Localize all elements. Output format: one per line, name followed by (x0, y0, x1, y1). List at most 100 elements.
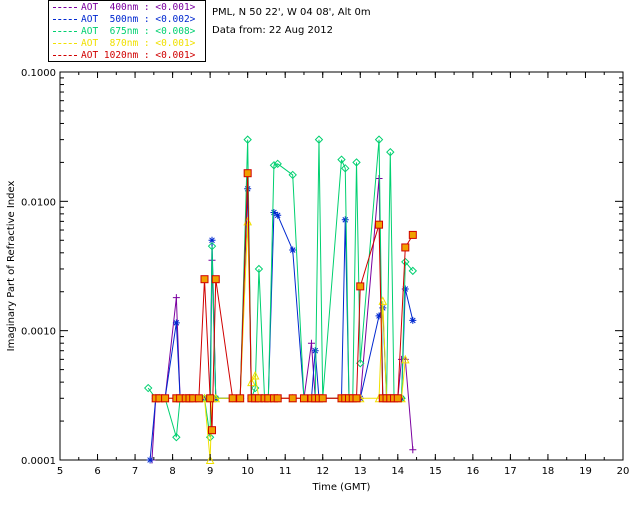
data-point-square (236, 394, 245, 403)
legend-label: AOT 675nm : <0.008> (81, 26, 196, 37)
data-point-square (228, 394, 237, 403)
data-point-asterisk (274, 211, 282, 219)
data-point-diamond (172, 433, 181, 442)
legend-item: AOT 870nm : <0.001> (53, 38, 195, 50)
data-point-asterisk (172, 319, 180, 327)
data-point-diamond (288, 170, 297, 180)
data-point-plus (307, 339, 315, 347)
x-tick-label: 7 (132, 466, 138, 477)
x-tick-label: 9 (207, 466, 213, 477)
data-point-asterisk (146, 456, 154, 464)
x-tick-label: 10 (241, 466, 254, 477)
series-aot-400nm (148, 171, 417, 464)
x-tick-label: 14 (391, 466, 404, 477)
data-point-asterisk (341, 216, 349, 224)
site-info: PML, N 50 22', W 04 08', Alt 0m (212, 7, 371, 18)
data-point-diamond (386, 147, 395, 157)
series-line (155, 173, 414, 431)
data-point-square (299, 394, 308, 403)
data-point-triangle (205, 455, 215, 464)
series-aot-1020nm (151, 169, 417, 435)
x-tick-label: 8 (169, 466, 175, 477)
legend-swatch (53, 7, 77, 8)
data-point-diamond (273, 159, 282, 169)
x-tick-label: 12 (316, 466, 329, 477)
data-point-square (206, 394, 215, 403)
y-tick-label: 0.0100 (21, 197, 56, 208)
data-point-asterisk (409, 316, 417, 324)
y-tick-label: 0.1000 (21, 68, 56, 79)
data-point-asterisk (375, 312, 383, 320)
data-point-asterisk (401, 285, 409, 293)
legend-label: AOT 500nm : <0.002> (81, 14, 196, 25)
date-info: Data from: 22 Aug 2012 (212, 25, 333, 36)
data-point-diamond (314, 135, 324, 144)
y-tick-label: 0.0010 (21, 327, 56, 338)
legend-item: AOT 1020nm : <0.001> (53, 50, 195, 62)
y-axis-label: Imaginary Part of Refractive Index (6, 181, 17, 352)
legend-swatch (53, 31, 77, 32)
data-point-diamond (254, 264, 264, 274)
data-point-asterisk (270, 208, 278, 216)
data-point-square (288, 394, 297, 403)
data-point-triangle (250, 370, 260, 380)
series-line (151, 174, 414, 461)
legend-swatch (53, 55, 77, 56)
series-line (155, 221, 406, 461)
data-point-plus (172, 294, 180, 302)
data-point-plus (409, 446, 417, 454)
data-point-asterisk (208, 236, 216, 244)
x-tick-label: 18 (542, 466, 555, 477)
data-point-square (211, 275, 220, 284)
data-point-square (375, 220, 384, 229)
x-tick-label: 16 (466, 466, 479, 477)
data-point-asterisk (311, 347, 319, 355)
data-point-square (273, 394, 282, 403)
data-point-square (243, 169, 252, 178)
x-axis-label: Time (GMT) (312, 482, 371, 493)
data-point-diamond (352, 158, 361, 167)
x-tick-label: 6 (94, 466, 100, 477)
legend-swatch (53, 43, 77, 44)
y-tick-label: 0.0001 (21, 456, 56, 467)
data-point-diamond (243, 135, 252, 144)
data-point-asterisk (289, 246, 297, 254)
data-point-square (194, 394, 203, 403)
x-tick-label: 19 (579, 466, 592, 477)
x-tick-label: 15 (429, 466, 442, 477)
legend-item: AOT 400nm : <0.001> (53, 2, 195, 14)
series-line (149, 188, 414, 461)
data-point-plus (375, 175, 383, 183)
legend-label: AOT 1020nm : <0.001> (81, 50, 196, 61)
data-point-diamond (269, 161, 279, 170)
data-point-square (408, 230, 417, 239)
data-point-diamond (408, 266, 418, 276)
data-point-square (393, 394, 402, 403)
x-tick-label: 17 (504, 466, 517, 477)
legend-label: AOT 870nm : <0.001> (81, 38, 196, 49)
data-point-diamond (401, 257, 410, 267)
data-point-diamond (207, 241, 217, 251)
x-tick-label: 5 (57, 466, 63, 477)
x-tick-label: 20 (617, 466, 630, 477)
data-point-diamond (374, 135, 384, 144)
data-point-diamond (337, 155, 346, 164)
data-point-square (401, 243, 410, 252)
data-point-square (200, 275, 209, 284)
data-point-square (356, 282, 365, 291)
series-line (147, 139, 414, 438)
data-point-square (208, 426, 217, 435)
x-tick-label: 11 (279, 466, 292, 477)
data-point-triangle (400, 354, 410, 364)
x-tick-label: 13 (354, 466, 367, 477)
legend-item: AOT 675nm : <0.008> (53, 26, 195, 38)
data-point-square (318, 394, 327, 403)
legend-swatch (53, 19, 77, 20)
legend: AOT 400nm : <0.001> AOT 500nm : <0.002> … (48, 0, 206, 62)
data-point-diamond (341, 164, 350, 173)
legend-label: AOT 400nm : <0.001> (81, 2, 196, 13)
data-point-diamond (143, 383, 153, 393)
legend-item: AOT 500nm : <0.002> (53, 14, 195, 26)
data-point-square (352, 394, 361, 403)
